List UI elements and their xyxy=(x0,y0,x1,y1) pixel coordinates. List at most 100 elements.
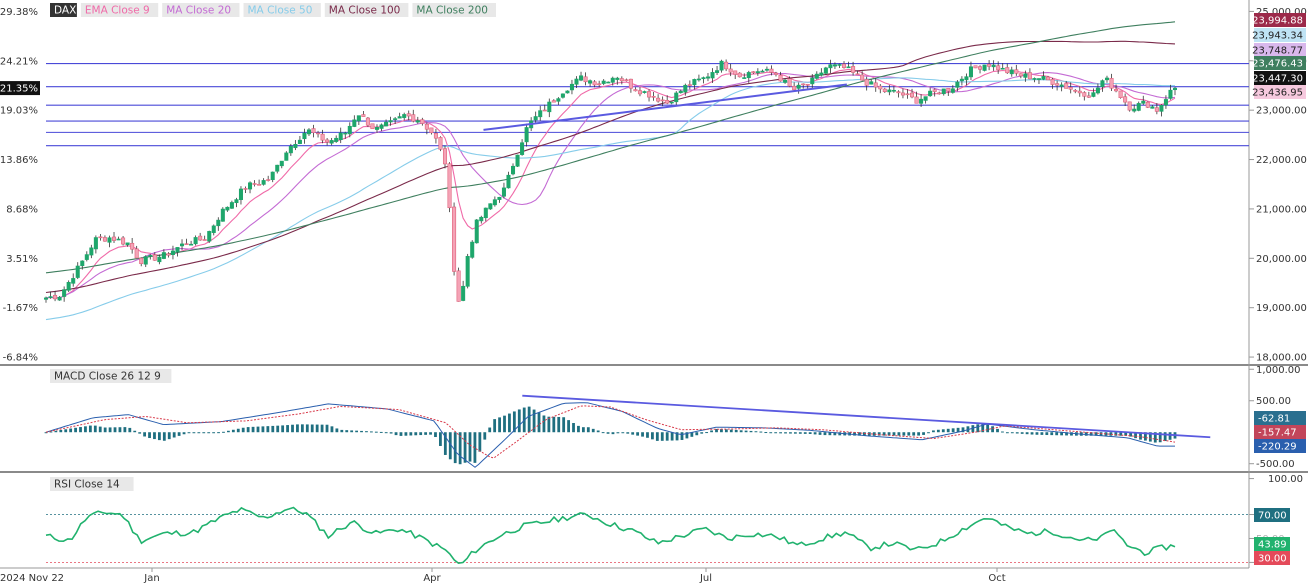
macd-histogram-bar xyxy=(167,432,171,440)
rsi-badge-text: 70.00 xyxy=(1258,511,1287,522)
candle-body xyxy=(261,180,266,185)
macd-histogram-bar xyxy=(897,432,901,436)
candle-body xyxy=(384,121,389,127)
candle-body xyxy=(1046,76,1051,81)
candle-body xyxy=(860,74,865,81)
macd-histogram-bar xyxy=(192,432,196,434)
macd-tick-label: -500.00 xyxy=(1256,459,1295,470)
macd-histogram-bar xyxy=(808,432,812,434)
candle-body xyxy=(905,93,910,96)
candle-body xyxy=(48,296,53,298)
candle-body xyxy=(84,254,89,260)
macd-histogram-bar xyxy=(266,426,270,433)
candle-body xyxy=(75,265,80,278)
price-tick-label: 19,000.00 xyxy=(1256,303,1307,314)
candle-body xyxy=(456,270,461,302)
macd-histogram-bar xyxy=(217,432,220,434)
macd-histogram-bar xyxy=(932,430,935,433)
macd-histogram-bar xyxy=(1094,432,1098,436)
macd-histogram-bar xyxy=(665,432,669,441)
candle-body xyxy=(687,84,692,86)
candle-body xyxy=(257,184,262,186)
macd-histogram-bar xyxy=(478,432,482,452)
price-badge-text: 23,748.77 xyxy=(1252,46,1303,57)
macd-histogram-bar xyxy=(148,432,151,439)
percent-tick-label: 24.21% xyxy=(0,56,38,67)
legend-item-bg xyxy=(243,3,321,17)
candle-body xyxy=(1172,87,1178,91)
macd-histogram-bar xyxy=(1055,432,1059,436)
macd-histogram-bar xyxy=(1153,432,1157,443)
candle-body xyxy=(393,118,398,120)
price-badge-text: 23,436.95 xyxy=(1252,88,1303,99)
candle-body xyxy=(433,133,438,139)
macd-histogram-bar xyxy=(586,427,590,433)
macd-tick-label: 1,000.00 xyxy=(1256,365,1301,376)
candle-body xyxy=(447,163,452,209)
macd-histogram-bar xyxy=(340,429,344,433)
price-tick-label: 20,000.00 xyxy=(1256,254,1307,265)
macd-histogram-bar xyxy=(74,427,77,433)
candle-body xyxy=(520,142,525,155)
candle-body xyxy=(751,71,756,73)
macd-histogram-bar xyxy=(764,432,768,434)
macd-histogram-bar xyxy=(991,426,994,433)
candle-body xyxy=(624,79,629,82)
candle-body xyxy=(492,199,497,206)
candle-body xyxy=(746,72,751,79)
macd-histogram-bar xyxy=(291,424,294,433)
candle-body xyxy=(846,66,851,69)
candle-body xyxy=(334,137,339,142)
candle-body xyxy=(1168,89,1173,99)
candle-body xyxy=(1136,103,1141,111)
macd-histogram-bar xyxy=(1030,432,1034,435)
macd-histogram-bar xyxy=(961,427,965,433)
candle-body xyxy=(1018,73,1023,77)
macd-histogram-bar xyxy=(399,432,403,436)
price-percent-axis: 29.38% 24.21% 19.03% 13.86% 8.68% 3.51% -1.67%… xyxy=(0,7,40,364)
candle-body xyxy=(1059,84,1064,87)
legend-item-bg xyxy=(50,3,77,17)
candle-body xyxy=(424,123,429,130)
macd-histogram-bar xyxy=(936,429,940,433)
macd-histogram-bar xyxy=(296,424,299,433)
macd-histogram-bar xyxy=(823,432,827,436)
macd-histogram-bar xyxy=(143,432,147,437)
candle-body xyxy=(202,239,207,241)
candle-body xyxy=(556,98,561,102)
current-pct-text: 21.35% xyxy=(0,84,38,95)
candle-body xyxy=(388,120,393,123)
macd-histogram-bar xyxy=(374,431,378,433)
candle-body xyxy=(941,88,946,95)
candle-body xyxy=(982,64,987,71)
macd-histogram-bar xyxy=(833,432,837,436)
candle-body xyxy=(869,81,874,85)
candle-body xyxy=(900,92,905,96)
macd-histogram-bar xyxy=(98,426,102,433)
macd-histogram-bar xyxy=(729,429,733,433)
candle-body xyxy=(610,77,615,83)
price-tick-label: 23,000.00 xyxy=(1256,106,1307,117)
macd-histogram-bar xyxy=(591,428,595,433)
candle-body xyxy=(973,65,978,69)
candle-body xyxy=(538,110,543,118)
candle-body xyxy=(170,250,175,255)
macd-histogram-bar xyxy=(1129,432,1133,437)
rsi-badge xyxy=(1254,508,1290,522)
candle-body xyxy=(1050,79,1055,85)
candle-body xyxy=(452,206,457,272)
macd-histogram-bar xyxy=(912,432,916,436)
macd-histogram-bar xyxy=(577,425,580,433)
macd-histogram-bar xyxy=(133,430,137,433)
macd-histogram-bar xyxy=(236,428,240,433)
macd-histogram-bar xyxy=(44,432,48,434)
candle-body xyxy=(715,70,720,73)
macd-histogram-bar xyxy=(892,432,896,436)
candle-body xyxy=(1000,67,1005,70)
candle-body xyxy=(139,257,144,264)
candle-body xyxy=(987,63,992,67)
candle-body xyxy=(510,165,516,175)
candle-body xyxy=(742,77,747,79)
candle-body xyxy=(415,120,420,123)
